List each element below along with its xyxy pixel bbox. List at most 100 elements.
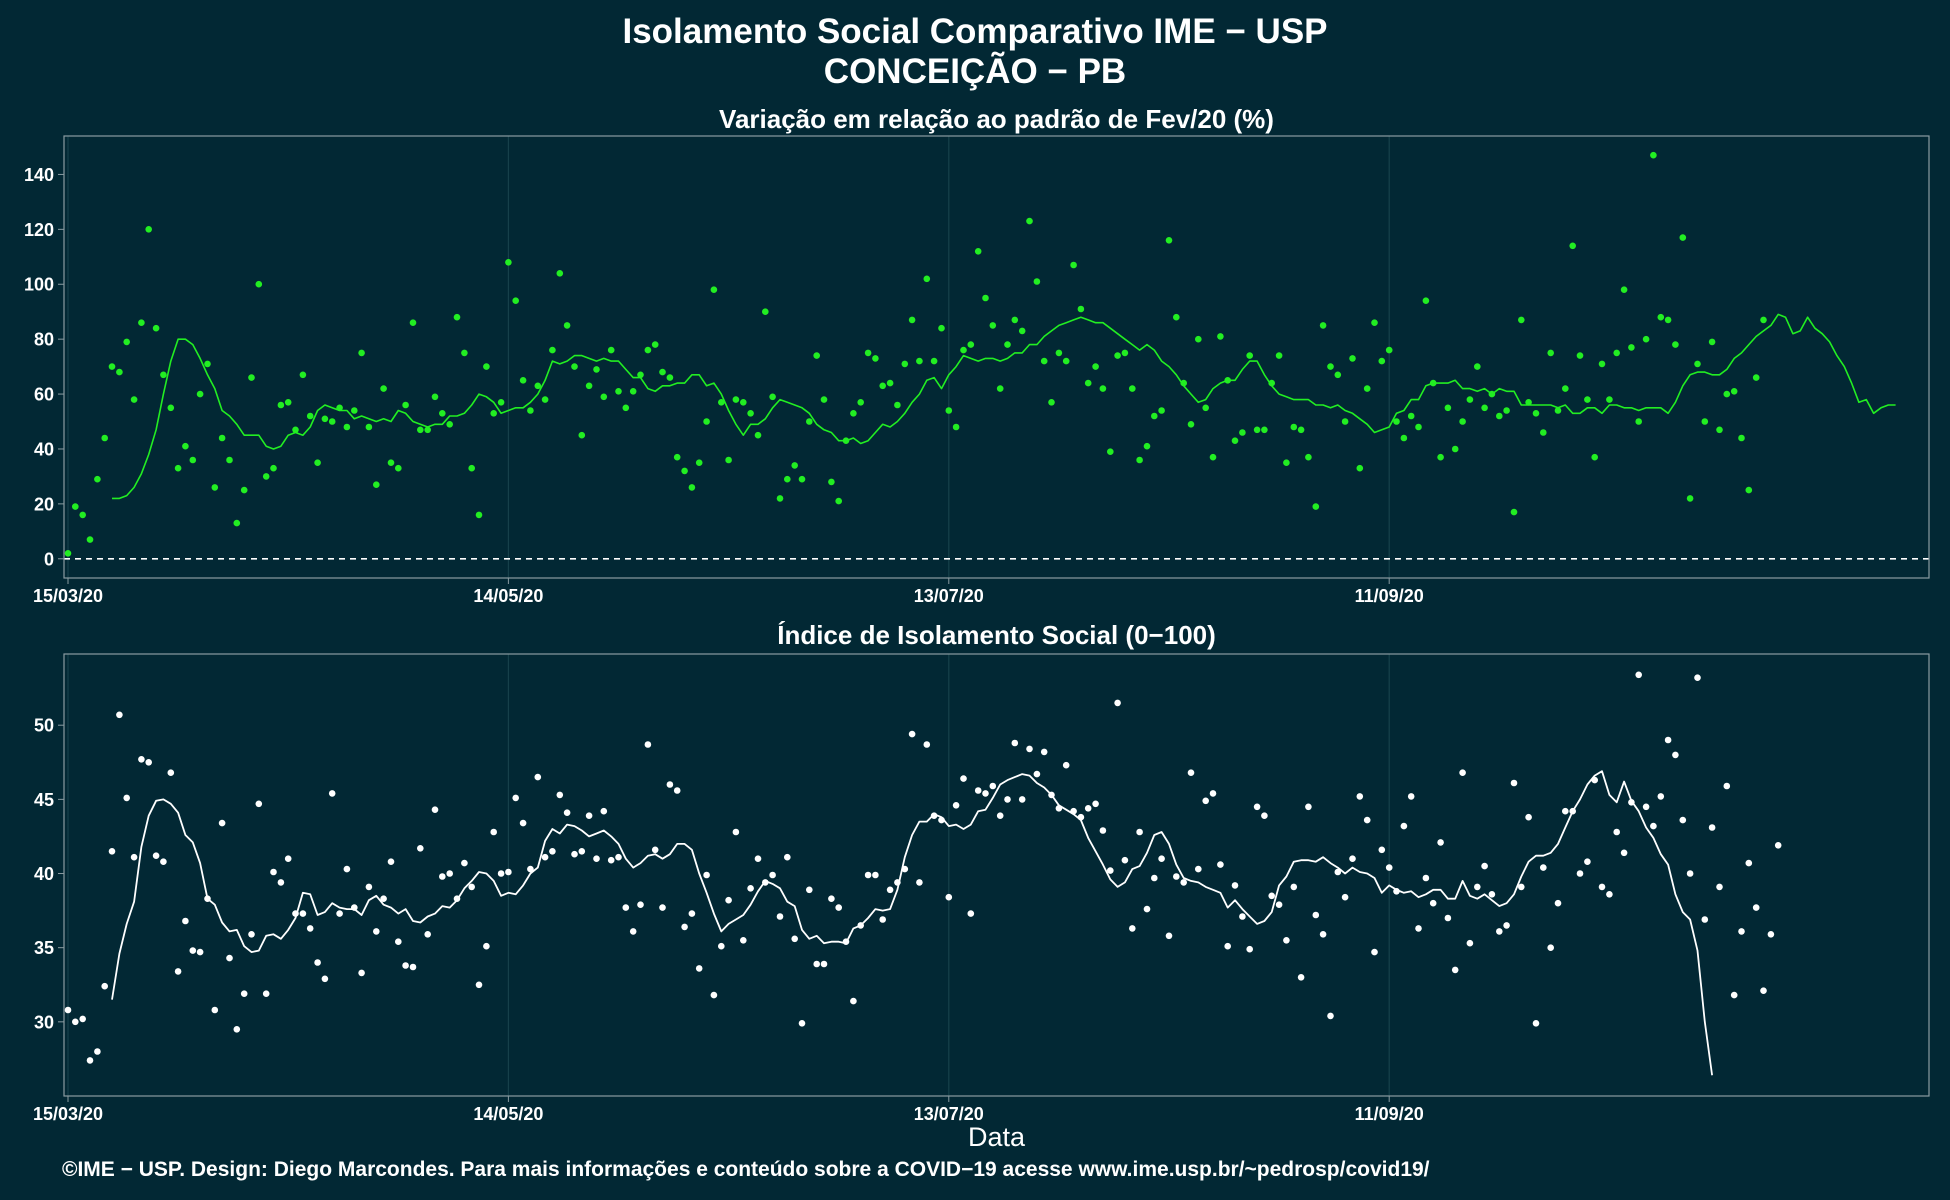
- top-data-point: [1708, 338, 1716, 346]
- bottom-data-point: [607, 856, 615, 864]
- bottom-data-point: [1356, 793, 1364, 800]
- top-data-point: [1378, 357, 1386, 365]
- top-data-point: [1606, 396, 1613, 403]
- bottom-data-point: [710, 991, 718, 999]
- bottom-data-point: [519, 819, 527, 827]
- top-data-point: [996, 385, 1004, 392]
- top-data-point: [402, 401, 409, 409]
- bottom-data-point: [1195, 865, 1202, 873]
- top-data-point: [64, 550, 72, 557]
- bottom-data-point: [1231, 882, 1239, 889]
- bottom-data-point: [1173, 873, 1180, 880]
- bottom-data-point: [1209, 790, 1217, 797]
- top-data-point: [659, 368, 666, 376]
- top-data-point: [1261, 426, 1268, 434]
- bottom-data-point: [732, 828, 740, 836]
- top-data-point: [1650, 151, 1657, 159]
- bottom-data-point: [1224, 942, 1231, 950]
- top-data-point: [842, 437, 850, 445]
- top-data-point: [1070, 261, 1077, 269]
- top-data-point: [270, 464, 277, 472]
- bottom-data-point: [483, 942, 490, 950]
- top-data-point: [1319, 322, 1327, 329]
- bottom-data-point: [387, 858, 395, 865]
- top-data-point: [1437, 453, 1444, 461]
- bottom-data-point: [1165, 932, 1173, 940]
- bottom-data-point: [872, 871, 879, 879]
- top-data-point: [1620, 286, 1628, 294]
- bottom-data-point: [1760, 987, 1767, 994]
- top-data-point: [1011, 316, 1019, 324]
- top-data-point: [1246, 352, 1253, 359]
- bottom-data-point: [762, 879, 769, 886]
- bottom-data-point: [1642, 803, 1650, 811]
- bottom-data-point: [1730, 991, 1738, 999]
- bottom-data-point: [615, 853, 622, 861]
- bottom-data-point: [1319, 931, 1327, 938]
- top-data-point: [1026, 217, 1033, 225]
- bottom-data-point: [1114, 699, 1121, 707]
- bottom-panel-border: [63, 653, 1930, 1097]
- top-data-point: [982, 294, 989, 302]
- bottom-panel: 15/03/20 14/05/20 13/07/20 11/09/20 30 35 40 45…: [33, 653, 1930, 1124]
- top-data-point: [1642, 335, 1650, 343]
- bottom-data-point: [64, 1006, 72, 1014]
- bottom-data-point: [1510, 779, 1518, 787]
- bottom-data-point: [1745, 859, 1753, 867]
- bottom-data-point: [666, 781, 674, 788]
- top-y-tick-label: 20: [34, 494, 54, 514]
- bottom-data-point: [1628, 799, 1635, 806]
- top-data-point: [468, 464, 476, 472]
- top-data-point: [541, 396, 549, 403]
- bottom-x-tick-label: 11/09/20: [1355, 1104, 1424, 1124]
- bottom-data-point: [967, 910, 975, 917]
- top-data-point: [1672, 341, 1679, 348]
- top-data-point: [1231, 437, 1239, 445]
- top-data-point: [1584, 396, 1591, 403]
- top-data-point: [461, 349, 468, 357]
- bottom-data-point: [1239, 913, 1246, 920]
- top-data-point: [431, 393, 439, 401]
- top-data-point: [505, 259, 512, 266]
- bottom-data-point: [189, 947, 197, 954]
- bottom-data-point: [351, 904, 358, 911]
- bottom-data-point: [1004, 796, 1011, 803]
- bottom-data-point: [409, 963, 417, 971]
- top-data-point: [1121, 349, 1129, 357]
- top-data-point: [233, 519, 241, 527]
- top-data-point: [1165, 237, 1173, 244]
- top-data-point: [1664, 316, 1672, 324]
- bottom-data-point: [541, 853, 549, 861]
- top-data-point: [1686, 495, 1694, 502]
- bottom-data-point: [996, 812, 1004, 819]
- top-data-point: [1363, 385, 1371, 392]
- bottom-data-point: [1253, 803, 1261, 811]
- bottom-data-point: [754, 855, 762, 862]
- top-data-point: [1510, 508, 1518, 516]
- bottom-data-point: [1437, 839, 1444, 846]
- bottom-data-point: [681, 923, 688, 931]
- top-x-tick-label: 14/05/20: [473, 586, 543, 606]
- top-panel-border: [63, 135, 1930, 579]
- top-data-point: [1760, 316, 1767, 324]
- top-data-point: [835, 497, 842, 505]
- bottom-data-point: [101, 982, 108, 990]
- bottom-data-point: [1341, 893, 1349, 901]
- bottom-data-point: [1048, 791, 1055, 799]
- top-data-point: [1385, 346, 1393, 354]
- top-data-point: [776, 495, 784, 502]
- bottom-data-point: [1576, 870, 1584, 877]
- bottom-data-point: [497, 870, 505, 877]
- top-data-point: [1253, 426, 1261, 434]
- bottom-data-point: [1077, 813, 1085, 821]
- top-data-point: [593, 366, 600, 373]
- bottom-data-point: [299, 910, 307, 917]
- top-y-tick-label: 100: [24, 275, 54, 295]
- bottom-data-point: [306, 925, 314, 932]
- bottom-data-point: [1084, 805, 1092, 812]
- bottom-data-point: [395, 938, 402, 945]
- top-data-point: [483, 363, 490, 370]
- bottom-data-point: [211, 1006, 219, 1014]
- top-data-point: [226, 456, 233, 464]
